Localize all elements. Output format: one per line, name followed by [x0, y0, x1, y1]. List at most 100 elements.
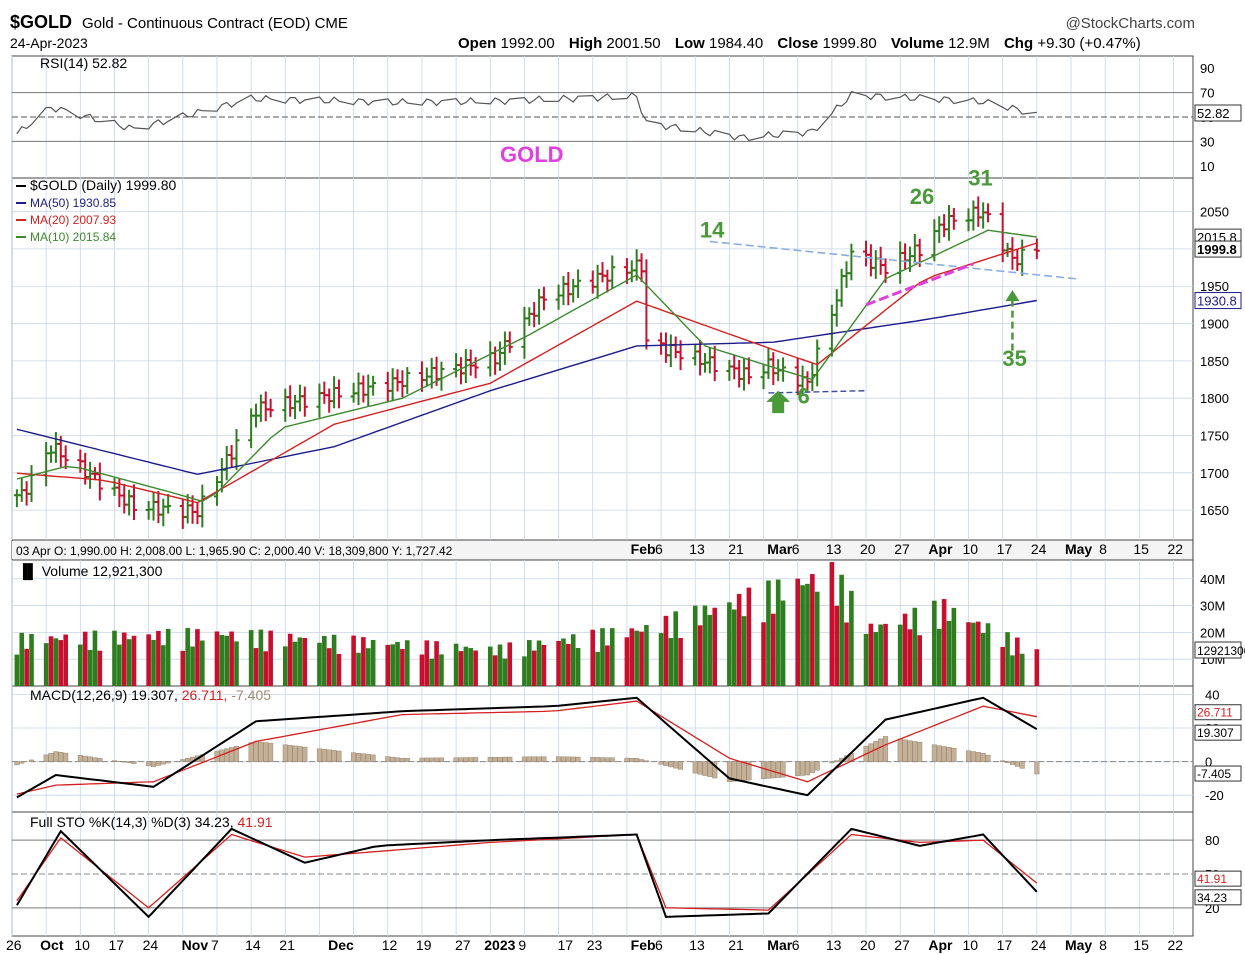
macd-histogram-bar: [741, 761, 747, 781]
macd-histogram-bar: [282, 744, 288, 762]
volume-bar: [946, 620, 952, 686]
macd-histogram-bar: [424, 757, 430, 762]
legend-entry: $GOLD (Daily) 1999.80: [30, 177, 177, 193]
x-tick-label: 23: [587, 937, 603, 953]
volume-bar: [92, 630, 98, 686]
volume-bar: [917, 635, 923, 686]
macd-histogram-bar: [795, 761, 801, 777]
macd-histogram-bar: [419, 757, 425, 762]
macd-histogram-bar: [604, 757, 610, 762]
volume-bar: [58, 640, 64, 686]
macd-histogram-bar: [1034, 761, 1040, 775]
volume-bar: [570, 634, 576, 686]
volume-bar: [156, 630, 161, 686]
macd-histogram-bar: [268, 742, 274, 762]
volume-bar: [766, 580, 771, 686]
dashed-arrow-head: [1005, 289, 1020, 302]
volume-bar: [87, 649, 93, 686]
x-tick-label: 12: [382, 937, 398, 953]
x-tick-label: Feb: [631, 937, 656, 953]
volume-bar: [951, 607, 957, 686]
volume-bar: [370, 639, 376, 686]
macd-histogram-bar: [43, 754, 49, 762]
rsi-level-label: 70: [1200, 86, 1214, 101]
volume-bar: [702, 605, 708, 686]
macd-histogram-bar: [902, 739, 908, 762]
rsi-level-label: 10: [1200, 159, 1214, 174]
volume-bar: [863, 633, 869, 686]
macd-histogram-bar: [1019, 761, 1025, 769]
macd-histogram-bar: [878, 738, 884, 762]
volume-bar: [395, 642, 400, 686]
macd-histogram-bar: [970, 751, 976, 762]
macd-histogram-bar: [77, 755, 83, 762]
cycle-annotation: 35: [1002, 346, 1026, 371]
volume-bar: [117, 644, 122, 686]
x-tick-label: 24: [1031, 541, 1047, 557]
macd-histogram-bar: [560, 756, 566, 762]
macd-histogram-bar: [404, 757, 410, 762]
macd-histogram-bar: [302, 746, 308, 762]
macd-histogram-bar: [897, 738, 903, 762]
macd-histogram-bar: [258, 741, 264, 762]
macd-histogram-bar: [775, 761, 781, 778]
macd-histogram-bar: [390, 756, 396, 762]
x-tick-label: 24: [1031, 937, 1047, 953]
volume-bar: [761, 622, 766, 686]
macd-histogram-bar: [829, 761, 835, 764]
price-y-tick: 1700: [1200, 466, 1229, 481]
x-tick-label: 10: [74, 937, 90, 953]
macd-histogram-bar: [814, 761, 820, 771]
volume-bar: [800, 585, 805, 686]
legend-entry: MA(20) 2007.93: [30, 213, 116, 227]
volume-bar: [639, 631, 644, 686]
macd-histogram-bar: [473, 757, 479, 762]
volume-bar: [151, 639, 156, 686]
volume-bar: [1010, 655, 1015, 686]
macd-histogram-bar: [331, 750, 337, 762]
volume-bar: [180, 650, 186, 686]
macd-histogram-bar: [370, 754, 376, 762]
macd-histogram-bar: [395, 757, 401, 762]
volume-bar: [43, 643, 49, 686]
volume-bar: [458, 651, 464, 686]
volume-bar: [595, 651, 600, 686]
volume-bar: [980, 633, 986, 686]
volume-bar: [121, 632, 127, 686]
cycle-annotation: 14: [700, 218, 725, 243]
macd-histogram-bar: [146, 761, 152, 767]
macd-histogram-bar: [434, 757, 440, 762]
macd-histogram-bar: [229, 747, 235, 762]
volume-bar: [507, 642, 513, 686]
volume-bar: [502, 658, 508, 686]
volume-bar: [29, 633, 34, 686]
volume-bar: [434, 641, 439, 686]
macd-histogram-bar: [746, 761, 752, 781]
volume-bar: [404, 640, 410, 686]
macd-histogram-bar: [355, 753, 361, 762]
x-tick-label: 21: [279, 937, 295, 953]
x-tick-label: 10: [963, 937, 979, 953]
volume-bar: [351, 635, 356, 686]
rsi-tag-box: [1194, 104, 1242, 122]
volume-bar: [575, 648, 581, 686]
macd-histogram-bar: [951, 747, 957, 762]
macd-histogram-bar: [931, 744, 937, 762]
volume-bar: [317, 642, 322, 686]
volume-bar: [19, 632, 25, 686]
macd-histogram-bar: [29, 759, 35, 762]
macd-histogram-bar: [48, 753, 54, 762]
volume-bar: [849, 590, 854, 686]
volume-bar: [936, 628, 942, 686]
macd-histogram-bar: [487, 757, 493, 762]
volume-bar: [292, 641, 298, 686]
volume-bar: [609, 628, 615, 686]
macd-histogram-bar: [624, 757, 630, 762]
macd-histogram-bar: [351, 752, 357, 762]
volume-bar: [932, 600, 937, 686]
macd-histogram-bar: [185, 758, 191, 762]
volume-bar: [214, 631, 220, 686]
volume-label: Volume: [890, 35, 944, 52]
legend-entry: MA(50) 1930.85: [30, 196, 116, 210]
volume-bar: [712, 607, 718, 686]
